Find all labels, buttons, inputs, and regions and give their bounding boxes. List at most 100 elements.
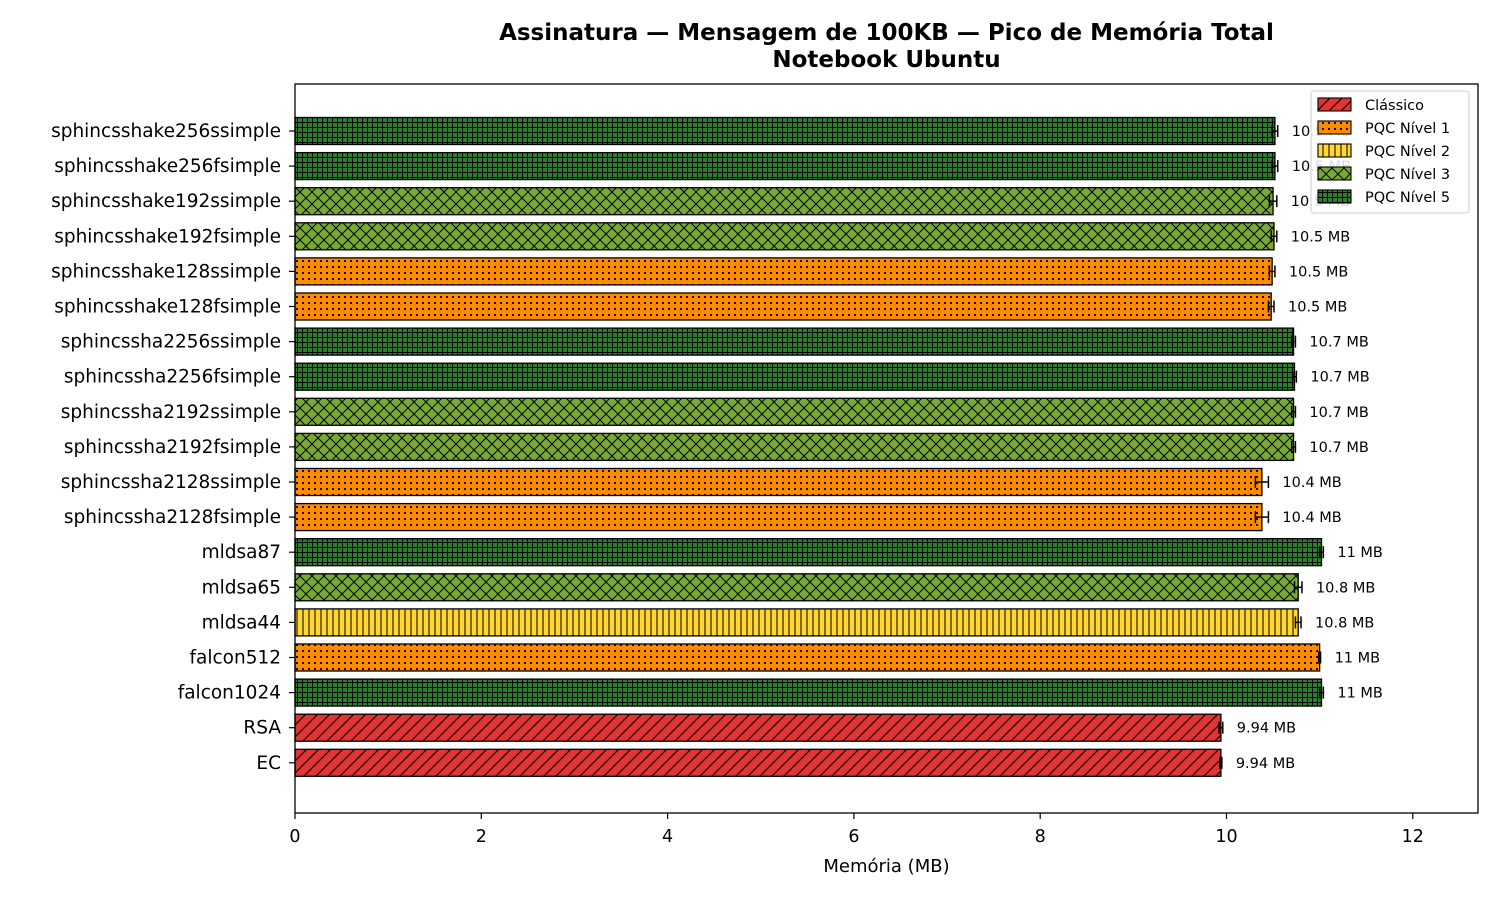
y-tick-label: falcon1024 [178, 683, 281, 704]
y-tick-label: sphincssha2192ssimple [61, 402, 281, 423]
y-tick-label: sphincsshake128ssimple [51, 261, 281, 282]
bar-hatch [294, 116, 1276, 146]
y-tick-label: sphincssha2192fsimple [64, 437, 281, 458]
data-label: 10.4 MB [1282, 510, 1341, 526]
bar-group: 9.94 MB [294, 713, 1296, 742]
data-label: 9.94 MB [1236, 756, 1295, 772]
bar-hatch [294, 608, 1299, 637]
y-tick-label: sphincsshake256fsimple [54, 156, 281, 177]
legend-item: PQC Nível 1 [1317, 120, 1450, 137]
bar-group: 10.4 MB [294, 502, 1342, 532]
bar-hatch [294, 151, 1276, 181]
legend-swatch-hatch [1317, 120, 1352, 135]
y-tick-label: sphincssha2128fsimple [64, 507, 281, 528]
data-label: 10.7 MB [1309, 440, 1368, 456]
data-label: 10.8 MB [1316, 580, 1375, 596]
bar-group: 10.7 MB [294, 327, 1369, 356]
bar-hatch [294, 432, 1295, 462]
bar-group: 11 MB [294, 643, 1381, 672]
legend-swatch-hatch [1317, 97, 1352, 112]
legend-swatch-hatch [1317, 143, 1352, 158]
legend-label: PQC Nível 3 [1365, 167, 1450, 183]
bar-group: 10.8 MB [294, 573, 1375, 602]
y-tick-label: sphincssha2256ssimple [61, 332, 281, 353]
data-label: 10.4 MB [1282, 475, 1341, 491]
bar-hatch [294, 678, 1323, 707]
y-tick-label: RSA [243, 718, 281, 739]
bar-hatch [294, 327, 1295, 356]
x-axis-label: Memória (MB) [823, 856, 949, 877]
y-tick-label: sphincssha2256fsimple [64, 367, 281, 388]
legend-label: PQC Nível 1 [1365, 121, 1450, 137]
y-tick-label: sphincsshake256ssimple [51, 121, 281, 142]
legend-item: PQC Nível 5 [1317, 189, 1450, 206]
bar-hatch [294, 222, 1275, 251]
bar-hatch [294, 538, 1323, 567]
bar-hatch [294, 257, 1273, 286]
bar-group: 10.5 MB [294, 116, 1351, 146]
bar-group: 10.5 MB [294, 292, 1347, 321]
legend-swatch-hatch [1317, 189, 1352, 204]
chart-title: Assinatura — Mensagem de 100KB — Pico de… [499, 20, 1274, 46]
data-label: 11 MB [1337, 545, 1383, 561]
data-label: 11 MB [1337, 686, 1383, 702]
bar-hatch [294, 467, 1263, 497]
plot-frame [294, 83, 1479, 814]
axes-layer: sphincsshake256ssimple sphincsshake256fsi… [51, 83, 1479, 877]
bar-hatch [294, 362, 1296, 391]
x-tick-label: 2 [476, 827, 487, 847]
bar-group: 11 MB [294, 538, 1383, 567]
legend-swatch-hatch [1317, 166, 1352, 181]
bar-group: 9.94 MB [294, 748, 1295, 777]
bar-group: 10.7 MB [294, 432, 1369, 462]
y-tick-label: falcon512 [189, 648, 281, 669]
bar-group: 10.5 MB [294, 257, 1348, 286]
legend: Clássico PQC Nível 1 PQC Nível 2 PQC Nível … [1310, 90, 1470, 214]
legend-label: PQC Nível 2 [1365, 144, 1450, 160]
bar-group: 10.5 MB [294, 151, 1351, 181]
x-tick-label: 6 [848, 827, 859, 847]
y-tick-label: mldsa44 [202, 612, 281, 633]
bar-hatch [294, 643, 1321, 672]
bar-hatch [294, 502, 1263, 532]
y-tick-label: sphincsshake128fsimple [54, 297, 281, 318]
y-tick-label: EC [256, 753, 281, 774]
x-tick-label: 12 [1402, 827, 1424, 847]
data-label: 10.7 MB [1310, 370, 1369, 386]
legend-item: PQC Nível 3 [1317, 166, 1450, 183]
bar-hatch [294, 713, 1222, 742]
legend-item: PQC Nível 2 [1317, 143, 1450, 160]
y-tick-label: sphincsshake192ssimple [51, 191, 281, 212]
legend-item: Clássico [1317, 97, 1424, 114]
data-label: 10.5 MB [1289, 264, 1348, 280]
bar-hatch [294, 573, 1299, 602]
data-label: 10.8 MB [1315, 615, 1374, 631]
bar-hatch [294, 292, 1272, 321]
legend-label: Clássico [1365, 98, 1424, 114]
bars-layer: 10.5 MB 10.5 MB 10.5 MB 10.5 MB 10.5 MB 10.5 … [294, 116, 1383, 777]
x-tick-label: 10 [1215, 827, 1237, 847]
bar-group: 10.7 MB [294, 362, 1370, 391]
y-tick-label: sphincsshake192fsimple [54, 226, 281, 247]
x-tick-label: 0 [289, 827, 300, 847]
bar-group: 11 MB [294, 678, 1383, 707]
data-label: 9.94 MB [1237, 721, 1296, 737]
y-tick-label: sphincssha2128ssimple [61, 472, 281, 493]
x-tick-label: 4 [662, 827, 673, 847]
bar-hatch [294, 187, 1274, 216]
bar-group: 10.7 MB [294, 397, 1369, 426]
x-tick-label: 8 [1035, 827, 1046, 847]
bar-hatch [294, 748, 1222, 777]
data-label: 10.5 MB [1288, 300, 1347, 316]
y-tick-label: mldsa87 [202, 542, 281, 563]
data-label: 10.7 MB [1309, 405, 1368, 421]
chart-subtitle: Notebook Ubuntu [772, 47, 1001, 73]
bar-hatch [294, 397, 1295, 426]
bar-group: 10.8 MB [294, 608, 1374, 637]
data-label: 11 MB [1335, 651, 1381, 667]
bar-group: 10.4 MB [294, 467, 1342, 497]
data-label: 10.5 MB [1291, 229, 1350, 245]
data-label: 10.7 MB [1309, 335, 1368, 351]
bar-group: 10.5 MB [294, 187, 1350, 216]
